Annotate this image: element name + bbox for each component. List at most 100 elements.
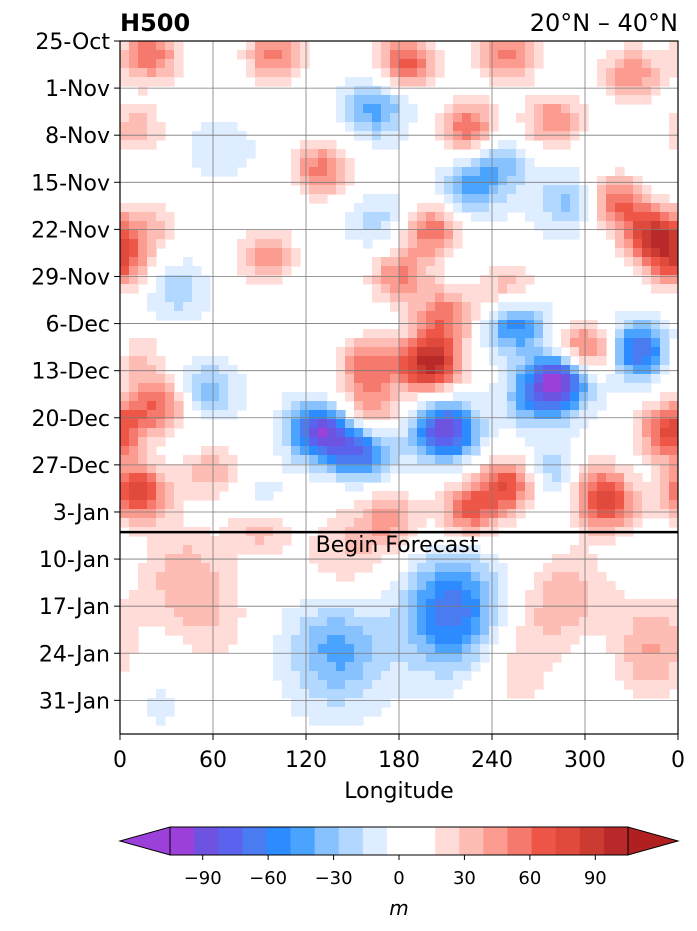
heat-cell bbox=[516, 41, 526, 51]
heat-cell bbox=[354, 635, 364, 645]
heat-cell bbox=[264, 257, 274, 267]
heat-cell bbox=[552, 599, 562, 609]
heat-cell bbox=[201, 617, 211, 627]
heat-cell bbox=[345, 464, 355, 474]
heat-cell bbox=[480, 581, 490, 591]
heat-cell bbox=[462, 140, 472, 150]
heat-cell bbox=[615, 500, 625, 510]
heat-cell bbox=[507, 509, 517, 519]
heat-cell bbox=[642, 509, 652, 519]
heat-cell bbox=[444, 464, 454, 474]
heat-cell bbox=[273, 77, 283, 87]
heat-cell bbox=[498, 392, 508, 402]
heat-cell bbox=[426, 212, 436, 222]
heat-cell bbox=[642, 185, 652, 195]
heat-cell bbox=[381, 653, 391, 663]
heat-cell bbox=[174, 500, 184, 510]
heat-cell bbox=[669, 518, 678, 528]
heat-cell bbox=[390, 428, 400, 438]
heat-cell bbox=[633, 50, 643, 60]
heat-cell bbox=[372, 662, 382, 672]
heat-cell bbox=[120, 473, 130, 483]
heat-cell bbox=[147, 707, 157, 717]
heat-cell bbox=[210, 464, 220, 474]
heat-cell bbox=[507, 392, 517, 402]
heat-cell bbox=[165, 302, 175, 312]
heat-cell bbox=[435, 608, 445, 618]
heat-cell bbox=[336, 599, 346, 609]
heat-cell bbox=[516, 50, 526, 60]
heat-cell bbox=[642, 347, 652, 357]
heat-cell bbox=[390, 608, 400, 618]
heat-cell bbox=[624, 347, 634, 357]
heat-cell bbox=[462, 518, 472, 528]
heat-cell bbox=[399, 347, 409, 357]
heat-cell bbox=[264, 266, 274, 276]
heat-cell bbox=[264, 50, 274, 60]
colorbar-segment bbox=[362, 827, 388, 855]
heat-cell bbox=[516, 329, 526, 339]
heat-cell bbox=[633, 86, 643, 96]
heat-cell bbox=[615, 644, 625, 654]
heat-cell bbox=[192, 545, 202, 555]
heat-cell bbox=[480, 392, 490, 402]
heat-cell bbox=[642, 356, 652, 366]
heat-cell bbox=[345, 473, 355, 483]
heat-cell bbox=[552, 563, 562, 573]
heat-cell bbox=[381, 104, 391, 114]
heat-cell bbox=[642, 248, 652, 258]
heat-cell bbox=[318, 419, 328, 429]
heat-cell bbox=[273, 50, 283, 60]
heat-cell bbox=[372, 698, 382, 708]
heat-cell bbox=[570, 500, 580, 510]
heat-cell bbox=[498, 401, 508, 411]
heat-cell bbox=[471, 545, 481, 555]
heat-cell bbox=[597, 392, 607, 402]
heat-cell bbox=[129, 248, 139, 258]
heat-cell bbox=[129, 266, 139, 276]
heat-cell bbox=[201, 455, 211, 465]
heat-cell bbox=[345, 563, 355, 573]
heat-cell bbox=[120, 41, 130, 51]
heat-cell bbox=[318, 671, 328, 681]
heat-cell bbox=[309, 707, 319, 717]
heat-cell bbox=[165, 284, 175, 294]
heat-cell bbox=[516, 113, 526, 123]
colorbar-tick-label: 90 bbox=[584, 868, 607, 889]
heat-cell bbox=[156, 473, 166, 483]
heat-cell bbox=[165, 50, 175, 60]
heat-cell bbox=[507, 329, 517, 339]
heat-cell bbox=[507, 41, 517, 51]
heat-cell bbox=[498, 518, 508, 528]
heat-cell bbox=[147, 41, 157, 51]
heat-cell bbox=[615, 221, 625, 231]
heat-cell bbox=[264, 275, 274, 285]
heat-cell bbox=[129, 239, 139, 249]
heat-cell bbox=[471, 473, 481, 483]
heat-cell bbox=[633, 689, 643, 699]
heat-cell bbox=[300, 689, 310, 699]
heat-cell bbox=[426, 68, 436, 78]
heat-cell bbox=[228, 131, 238, 141]
heat-cell bbox=[579, 608, 589, 618]
heat-cell bbox=[444, 329, 454, 339]
heat-cell bbox=[363, 509, 373, 519]
heat-cell bbox=[363, 500, 373, 510]
heat-cell bbox=[516, 671, 526, 681]
heat-cell bbox=[147, 257, 157, 267]
heat-cell bbox=[462, 356, 472, 366]
heat-cell bbox=[390, 293, 400, 303]
heat-cell bbox=[372, 689, 382, 699]
heat-cell bbox=[633, 95, 643, 105]
heat-cell bbox=[507, 383, 517, 393]
heat-cell bbox=[183, 572, 193, 582]
colorbar-tick-label: 60 bbox=[518, 868, 541, 889]
heat-cell bbox=[525, 392, 535, 402]
heat-cell bbox=[660, 266, 670, 276]
heat-cell bbox=[498, 149, 508, 159]
heat-cell bbox=[129, 500, 139, 510]
heat-cell bbox=[498, 77, 508, 87]
heat-cell bbox=[543, 203, 553, 213]
heat-cell bbox=[372, 230, 382, 240]
heat-cell bbox=[444, 302, 454, 312]
